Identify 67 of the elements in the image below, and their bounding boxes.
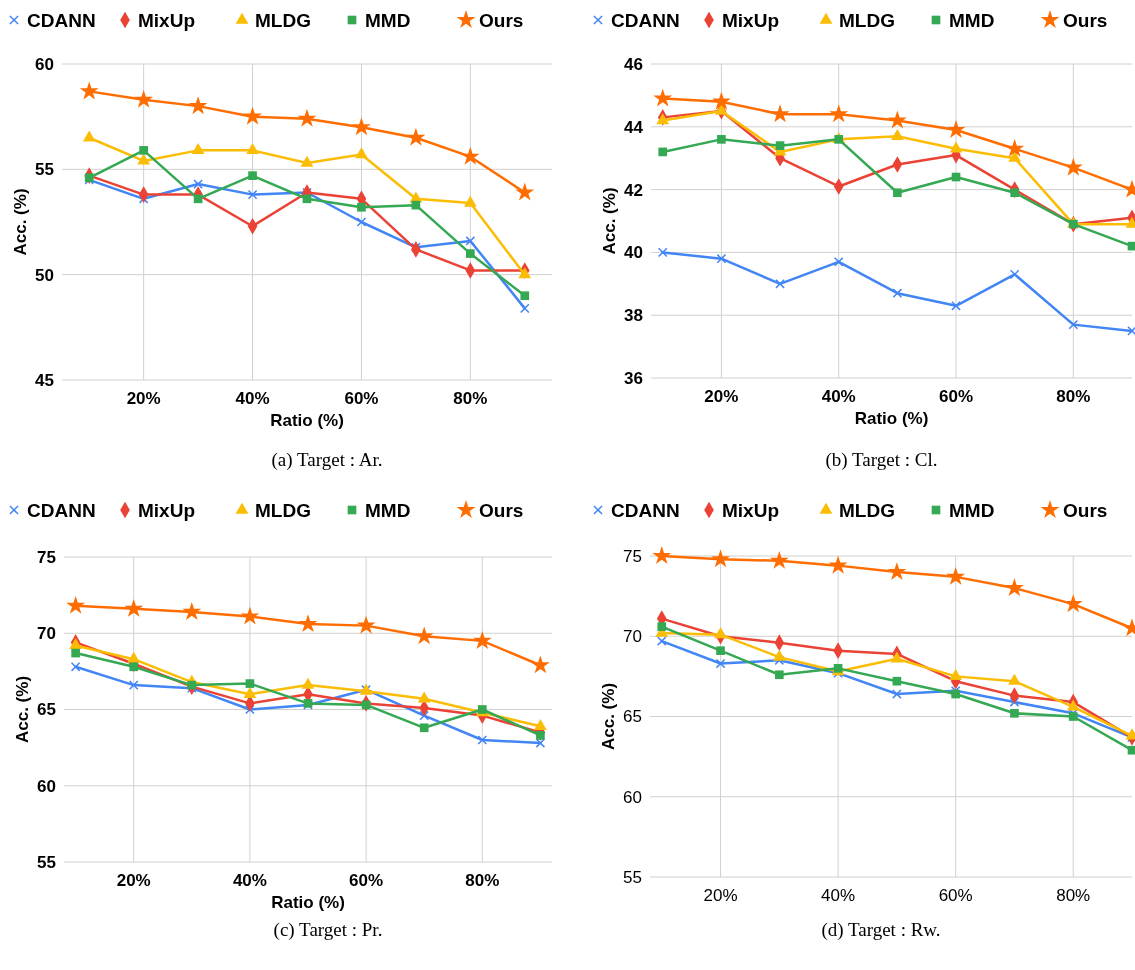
x-axis-title: Ratio (%)	[854, 409, 929, 428]
legend-label: MMD	[365, 9, 411, 31]
y-tick-label: 70	[623, 627, 642, 647]
text: (a) Target : Ar.	[271, 449, 383, 471]
legend-label: MixUp	[722, 499, 779, 521]
legend-label: MLDG	[255, 499, 311, 521]
text: (b) Target : Cl.	[825, 449, 938, 471]
y-tick-label: 55	[37, 852, 56, 872]
x-tick-label: 20%	[116, 871, 151, 890]
x-tick-label: 40%	[235, 389, 270, 408]
legend-label: CDANN	[611, 9, 680, 31]
y-axis-title: Acc. (%)	[599, 682, 618, 751]
x-tick-label: 40%	[821, 387, 856, 406]
x-tick-label: 60%	[939, 387, 974, 406]
x-tick-label: 60%	[349, 871, 384, 890]
y-axis-title: Acc. (%)	[11, 188, 30, 256]
x-tick-label: 80%	[453, 389, 488, 408]
y-tick-label: 44	[624, 117, 644, 137]
y-tick-label: 65	[37, 700, 56, 720]
x-tick-label: 60%	[344, 389, 379, 408]
y-axis-title: Acc. (%)	[13, 675, 32, 744]
legend-label: Ours	[479, 9, 524, 31]
y-tick-label: 60	[35, 54, 54, 74]
legend-label: MixUp	[138, 9, 195, 31]
x-tick-label: 20%	[703, 886, 738, 905]
x-tick-label: 20%	[704, 387, 739, 406]
legend-label: MMD	[365, 499, 411, 521]
legend-label: MixUp	[722, 9, 779, 31]
x-tick-label: 40%	[232, 871, 267, 890]
y-tick-label: 55	[35, 160, 54, 180]
legend-label: MMD	[949, 499, 995, 521]
y-tick-label: 46	[624, 54, 643, 74]
legend-label: CDANN	[27, 9, 96, 31]
x-tick-label: 20%	[126, 389, 161, 408]
y-tick-label: 40	[624, 243, 643, 263]
legend-label: MixUp	[138, 499, 195, 521]
legend-label: Ours	[1063, 9, 1108, 31]
text: (d) Target : Rw.	[821, 919, 941, 941]
x-tick-label: 60%	[938, 886, 973, 905]
x-tick-label: 80%	[1056, 886, 1091, 905]
legend-label: CDANN	[27, 499, 96, 521]
y-tick-label: 42	[624, 180, 643, 200]
y-axis-title: Acc. (%)	[600, 187, 619, 255]
x-axis-title: Ratio (%)	[271, 893, 345, 912]
y-tick-label: 75	[623, 546, 642, 566]
legend-label: MLDG	[839, 9, 895, 31]
y-tick-label: 38	[624, 306, 643, 326]
y-tick-label: 60	[37, 776, 56, 796]
y-tick-label: 50	[35, 265, 54, 285]
legend-label: CDANN	[611, 499, 680, 521]
text: (c) Target : Pr.	[273, 919, 383, 941]
x-tick-label: 80%	[1056, 387, 1091, 406]
x-tick-label: 40%	[821, 886, 856, 905]
x-tick-label: 80%	[465, 871, 500, 890]
y-tick-label: 60	[623, 787, 642, 807]
legend-label: Ours	[479, 499, 524, 521]
legend-label: MMD	[949, 9, 995, 31]
y-tick-label: 65	[623, 707, 642, 727]
y-tick-label: 75	[37, 547, 56, 567]
y-tick-label: 55	[623, 867, 642, 887]
y-tick-label: 70	[37, 624, 56, 644]
legend-label: Ours	[1063, 499, 1108, 521]
legend-label: MLDG	[255, 9, 311, 31]
legend-label: MLDG	[839, 499, 895, 521]
y-tick-label: 36	[624, 368, 643, 388]
y-tick-label: 45	[35, 370, 54, 390]
x-axis-title: Ratio (%)	[270, 411, 344, 430]
